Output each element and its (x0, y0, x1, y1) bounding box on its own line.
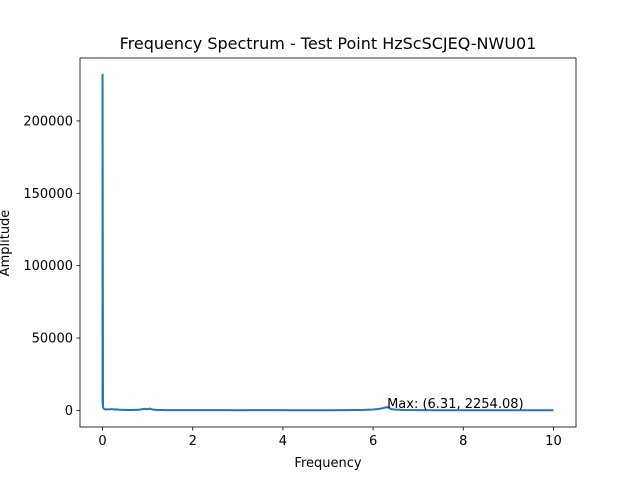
x-tick-label: 4 (279, 434, 287, 449)
max-annotation: Max: (6.31, 2254.08) (387, 397, 524, 412)
x-tick-label: 0 (98, 434, 106, 449)
y-tick-label: 0 (65, 404, 73, 419)
series-line-0 (101, 73, 554, 412)
axes-frame (79, 57, 577, 428)
y-tick-label: 50000 (32, 332, 73, 347)
x-tick-label: 10 (545, 434, 562, 449)
plot-area: 0 2 4 6 8 10 0 50000 100000 150000 200000 (23, 57, 577, 449)
y-tick-label: 150000 (23, 187, 73, 202)
x-axis-label: Frequency (294, 456, 361, 471)
y-tick-label: 100000 (23, 259, 73, 274)
series-layer (101, 73, 554, 412)
ticks-layer: 0 2 4 6 8 10 0 50000 100000 150000 200000 (23, 114, 561, 449)
y-tick-label: 200000 (23, 114, 73, 129)
chart-title: Frequency Spectrum - Test Point HzScSCJE… (120, 34, 537, 53)
x-tick-label: 2 (189, 434, 197, 449)
y-axis-label: Amplitude (0, 210, 13, 277)
x-tick-label: 6 (369, 434, 377, 449)
x-tick-label: 8 (459, 434, 467, 449)
